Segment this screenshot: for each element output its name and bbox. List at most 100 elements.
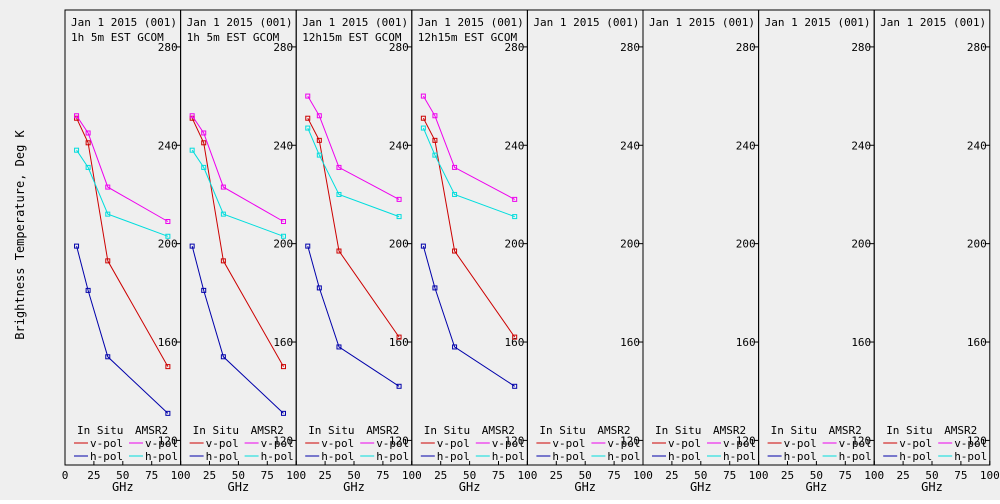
x-tick-label: 50 xyxy=(810,469,823,482)
data-point xyxy=(105,258,111,264)
panel-title: Jan 1 2015 (001) xyxy=(880,16,986,29)
x-tick-label: 100 xyxy=(864,469,884,482)
x-axis-label: GHz xyxy=(806,480,828,494)
data-point xyxy=(336,248,342,254)
y-tick-label: 200 xyxy=(967,238,987,251)
data-point xyxy=(165,364,171,370)
y-tick-label: 280 xyxy=(158,41,178,54)
data-point xyxy=(336,191,342,197)
series-line xyxy=(422,127,515,218)
legend-group-insitu: In Situ xyxy=(308,424,354,437)
x-tick-label: 100 xyxy=(633,469,653,482)
x-tick-label: 25 xyxy=(550,469,563,482)
x-axis-label: GHz xyxy=(690,480,712,494)
data-point xyxy=(305,93,311,99)
data-point xyxy=(452,344,458,350)
y-tick-label: 160 xyxy=(620,336,640,349)
legend-label: v-pol xyxy=(784,437,817,450)
panel-title: Jan 1 2015 (001) xyxy=(187,16,293,29)
legend-label: h-pol xyxy=(839,450,872,463)
data-point xyxy=(432,285,438,291)
y-tick-label: 160 xyxy=(851,336,871,349)
data-point xyxy=(165,410,171,416)
legend-group-amsr2: AMSR2 xyxy=(829,424,862,437)
panel-7: Jan 1 2015 (001) 120 160 200 240 280 25 50 75 100… xyxy=(758,9,884,494)
legend-label: h-pol xyxy=(321,450,354,463)
legend-group-insitu: In Situ xyxy=(424,424,470,437)
x-tick-label: 75 xyxy=(261,469,274,482)
data-point xyxy=(452,164,458,170)
data-point xyxy=(189,113,195,119)
legend-label: h-pol xyxy=(376,450,409,463)
x-tick-label: 25 xyxy=(203,469,216,482)
x-tick-label: 75 xyxy=(607,469,620,482)
legend-label: v-pol xyxy=(321,437,354,450)
x-axis-label: GHz xyxy=(574,480,596,494)
x-tick-label: 100 xyxy=(171,469,191,482)
legend-label: h-pol xyxy=(899,450,932,463)
panel-subtitle: 1h 5m EST GCOM xyxy=(187,31,280,44)
panel-title: Jan 1 2015 (001) xyxy=(418,16,524,29)
legend-group-insitu: In Situ xyxy=(193,424,239,437)
legend-label: v-pol xyxy=(492,437,525,450)
legend-group-amsr2: AMSR2 xyxy=(482,424,515,437)
legend-group-insitu: In Situ xyxy=(77,424,123,437)
legend-group-insitu: In Situ xyxy=(539,424,585,437)
panel-8: Jan 1 2015 (001) 120 160 200 240 280 25 50 75 100… xyxy=(873,9,1000,494)
data-point xyxy=(420,93,426,99)
series-line xyxy=(307,127,400,218)
y-tick-label: 120 xyxy=(620,434,640,447)
y-tick-label: 240 xyxy=(851,139,871,152)
data-point xyxy=(316,137,322,143)
y-tick-label: 240 xyxy=(158,139,178,152)
legend-label: h-pol xyxy=(492,450,525,463)
y-tick-label: 240 xyxy=(620,139,640,152)
x-tick-label: 50 xyxy=(347,469,360,482)
x-tick-label: 50 xyxy=(579,469,592,482)
x-tick-label: 0 xyxy=(62,469,69,482)
y-tick-label: 280 xyxy=(967,41,987,54)
y-tick-label: 160 xyxy=(736,336,756,349)
data-point xyxy=(280,364,286,370)
panel-title: Jan 1 2015 (001) xyxy=(302,16,408,29)
y-tick-label: 160 xyxy=(389,336,409,349)
series-line xyxy=(307,95,400,200)
legend-group-amsr2: AMSR2 xyxy=(366,424,399,437)
panel-4: Jan 1 2015 (001) 12h15m EST GCOM 120 160 200… xyxy=(411,9,537,494)
data-point xyxy=(305,125,311,131)
panel-subtitle: 12h15m EST GCOM xyxy=(302,31,402,44)
data-point xyxy=(432,152,438,158)
x-tick-label: 75 xyxy=(954,469,967,482)
legend-group-amsr2: AMSR2 xyxy=(713,424,746,437)
y-tick-label: 120 xyxy=(273,434,293,447)
data-point xyxy=(396,334,402,340)
y-tick-label: 160 xyxy=(158,336,178,349)
data-point xyxy=(316,113,322,119)
series-line xyxy=(76,245,169,414)
y-tick-label: 240 xyxy=(273,139,293,152)
panel-3: Jan 1 2015 (001) 12h15m EST GCOM 120 160 200… xyxy=(295,9,422,494)
data-point xyxy=(165,233,171,239)
legend-label: v-pol xyxy=(607,437,640,450)
y-tick-label: 280 xyxy=(389,41,409,54)
x-tick-label: 25 xyxy=(665,469,678,482)
legend-label: h-pol xyxy=(261,450,294,463)
data-point xyxy=(189,243,195,249)
x-tick-label: 100 xyxy=(517,469,537,482)
y-tick-label: 160 xyxy=(273,336,293,349)
legend-label: h-pol xyxy=(437,450,470,463)
x-axis-label: GHz xyxy=(459,480,481,494)
y-tick-label: 200 xyxy=(505,238,525,251)
data-point xyxy=(512,334,518,340)
data-point xyxy=(432,137,438,143)
y-tick-label: 280 xyxy=(505,41,525,54)
y-tick-label: 120 xyxy=(967,434,987,447)
x-tick-label: 25 xyxy=(318,469,331,482)
legend-group-amsr2: AMSR2 xyxy=(135,424,168,437)
series-line xyxy=(422,95,515,200)
series-line xyxy=(191,245,284,414)
